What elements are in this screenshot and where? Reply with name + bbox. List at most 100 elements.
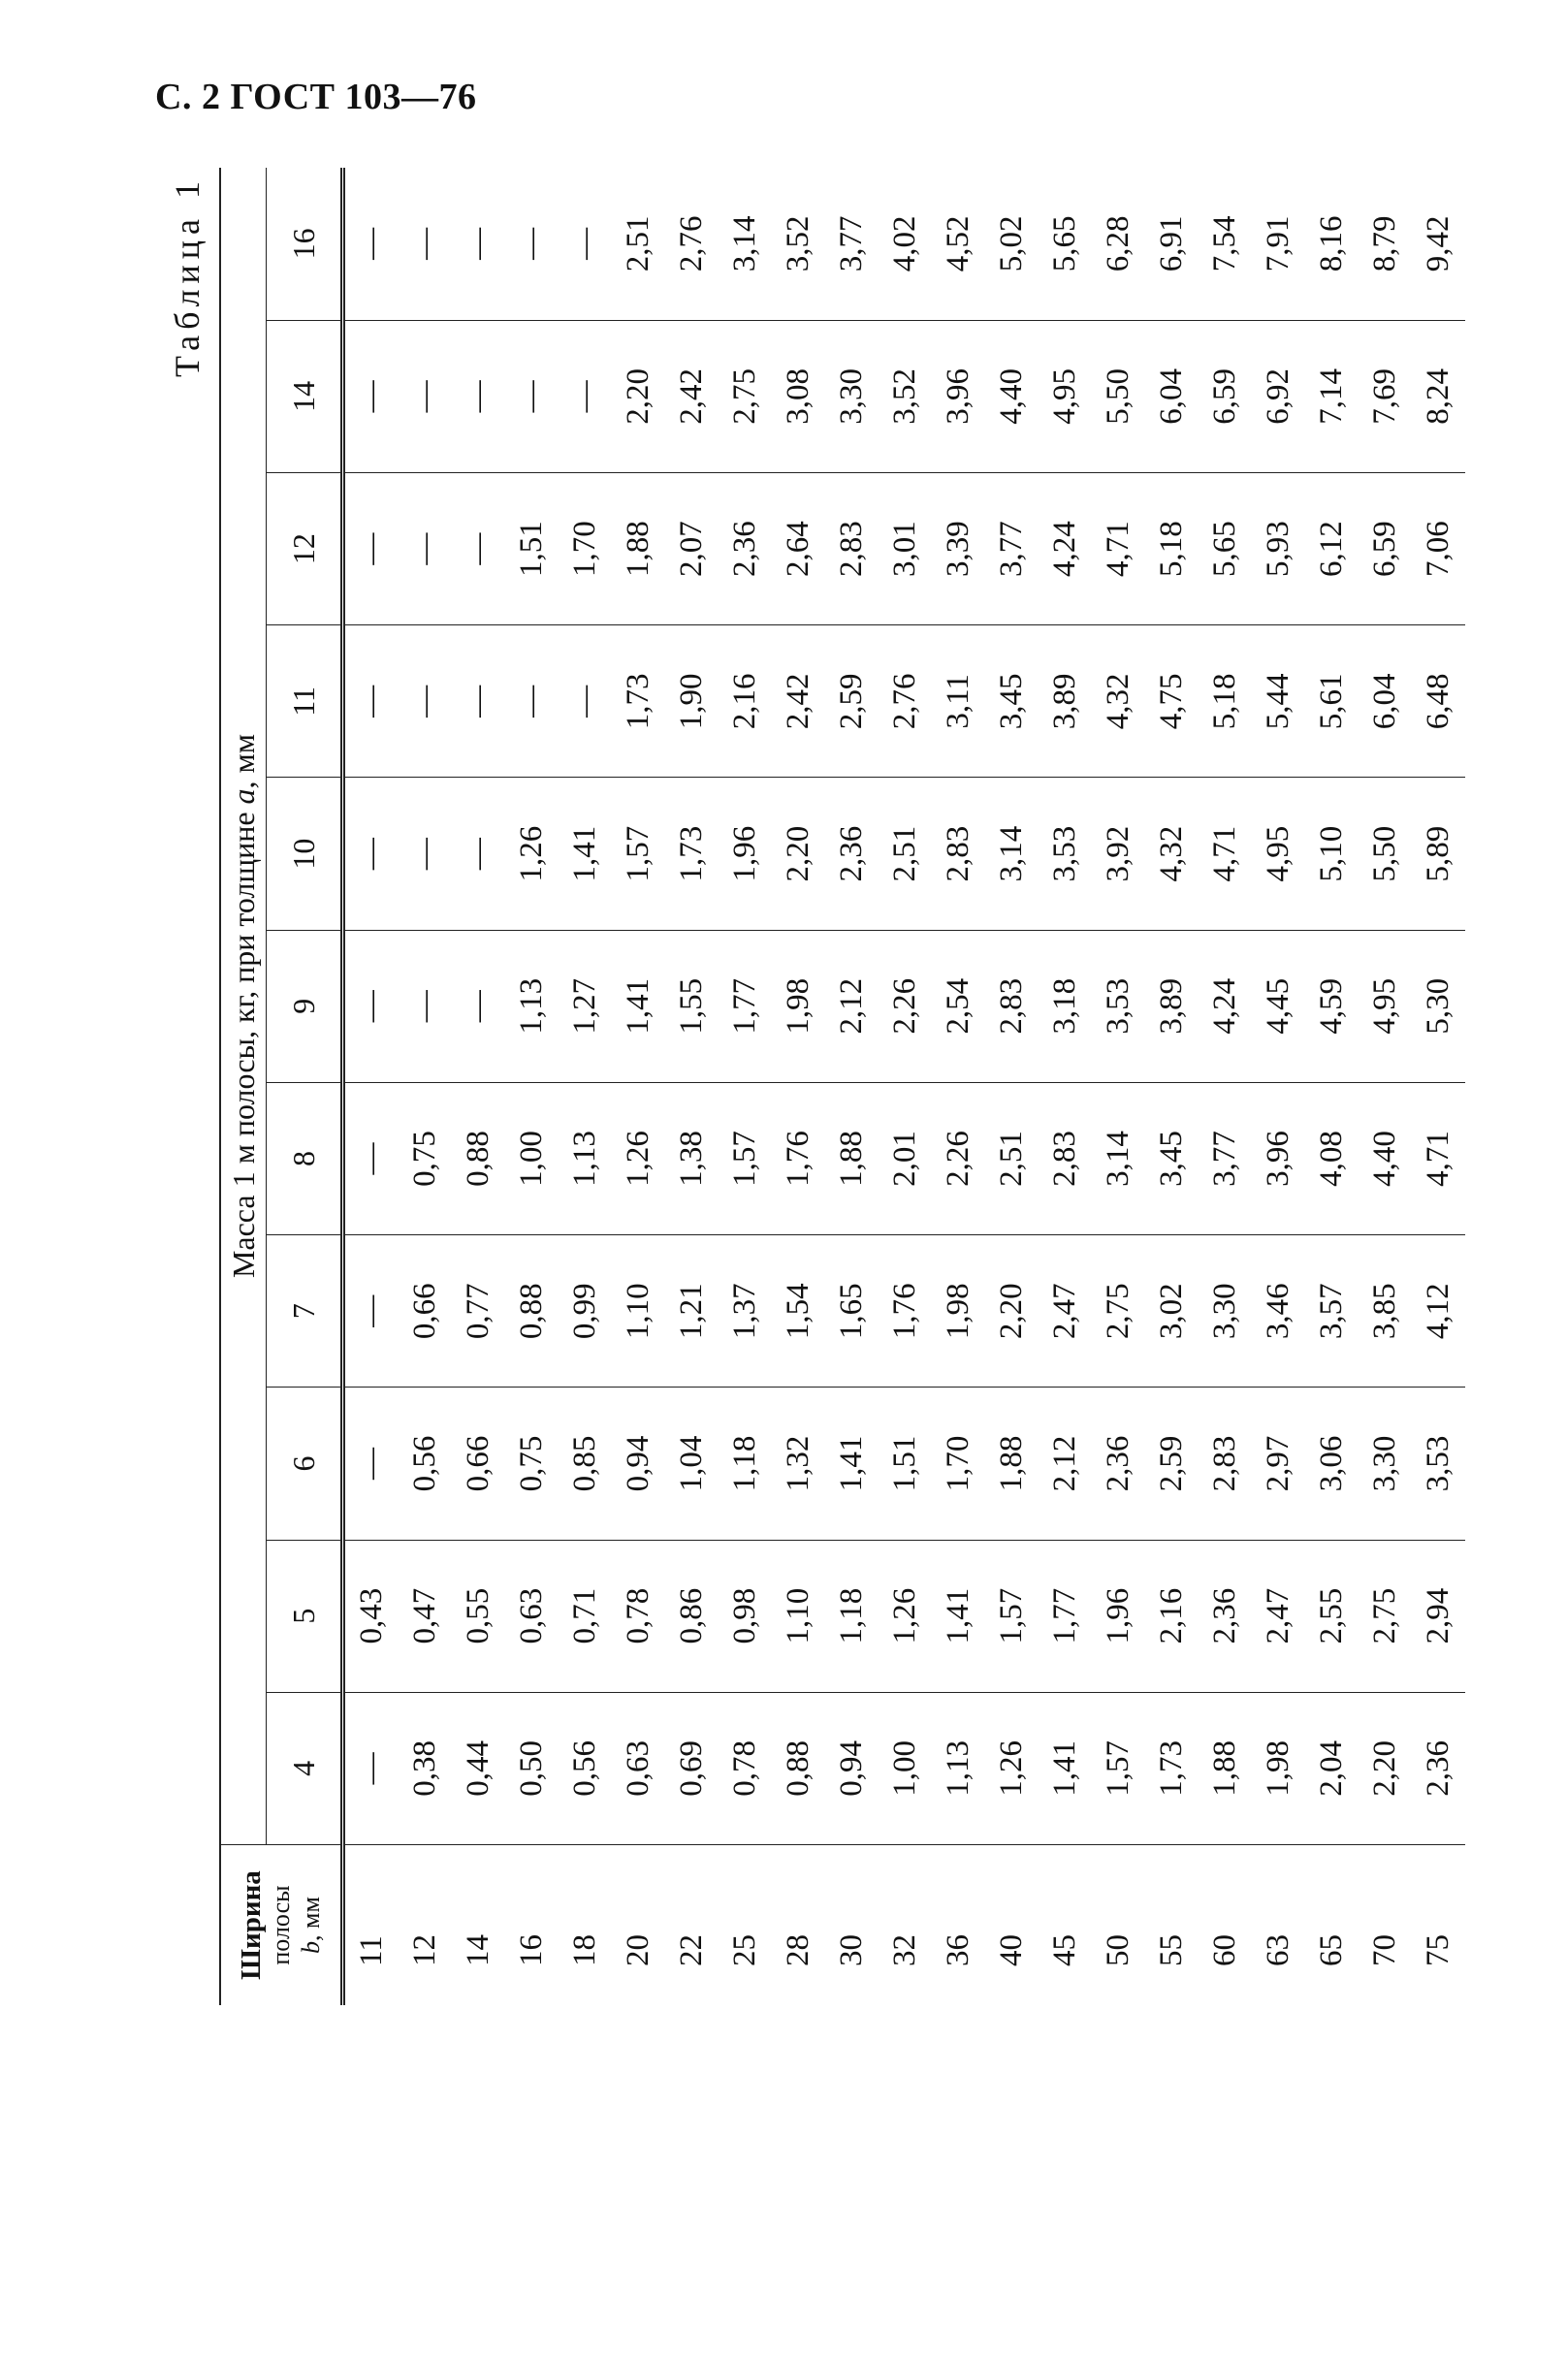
mass-cell: 2,36 (719, 472, 772, 625)
mass-cell: 1,73 (665, 777, 719, 931)
mass-cell: 2,20 (985, 1234, 1039, 1388)
mass-table: Ширина полосы b, мм Масса 1 м полосы, кг… (219, 168, 1465, 2005)
thickness-header-6: 6 (266, 1387, 343, 1541)
mass-cell: 0,66 (452, 1387, 505, 1541)
width-value: 40 (994, 1934, 1029, 1966)
mass-cell: 4,40 (1359, 1082, 1412, 1235)
mass-cell: 3,53 (1092, 930, 1145, 1083)
mass-cell: 0,50 (505, 1692, 559, 1845)
mass-cell: 0,88 (772, 1692, 825, 1845)
width-value: 45 (1047, 1934, 1082, 1966)
mass-cell: — (452, 930, 505, 1083)
mass-cell: 1,13 (559, 1082, 612, 1235)
mass-cell: 1,57 (1092, 1692, 1145, 1845)
mass-cell: 2,20 (1359, 1692, 1412, 1845)
mass-cell: 1,26 (879, 1540, 932, 1693)
mass-cell: 5,44 (1252, 624, 1305, 778)
thickness-header-4: 4 (266, 1692, 343, 1845)
page-header: С. 2 ГОСТ 103—76 (155, 77, 477, 117)
mass-cell: 4,75 (1145, 624, 1199, 778)
mass-cell: 5,50 (1359, 777, 1412, 931)
mass-cell: 2,83 (1199, 1387, 1252, 1541)
mass-cell: 0,75 (505, 1387, 559, 1541)
mass-cell: 7,06 (1412, 472, 1465, 625)
mass-cell: 2,51 (985, 1082, 1039, 1235)
width-value: 12 (407, 1934, 442, 1966)
mass-cell: 1,73 (612, 624, 665, 778)
mass-cell: 6,59 (1199, 320, 1252, 473)
mass-cell: 0,94 (825, 1692, 879, 1845)
mass-cell: 3,96 (932, 320, 985, 473)
mass-cell: — (342, 1234, 399, 1388)
mass-cell: 1,98 (772, 930, 825, 1083)
mass-cell: 6,04 (1359, 624, 1412, 778)
mass-cell: 3,39 (932, 472, 985, 625)
mass-cell: 3,77 (985, 472, 1039, 625)
mass-cell: 1,88 (825, 1082, 879, 1235)
mass-cell: — (399, 930, 452, 1083)
mass-cell: 2,12 (825, 930, 879, 1083)
mass-cell: 2,59 (1145, 1387, 1199, 1541)
table-row: 20 0,63 0,78 0,94 1,10 1,26 1,41 1,57 1,73 1,88 2,… (612, 168, 665, 2005)
mass-cell: 3,14 (1092, 1082, 1145, 1235)
mass-cell: 3,45 (985, 624, 1039, 778)
mass-cell: 4,24 (1039, 472, 1092, 625)
mass-cell: 3,96 (1252, 1082, 1305, 1235)
mass-cell: 0,86 (665, 1540, 719, 1693)
mass-cell: 1,96 (719, 777, 772, 931)
mass-cell: 2,83 (932, 777, 985, 931)
mass-cell: — (452, 624, 505, 778)
width-value: 60 (1207, 1934, 1242, 1966)
mass-cell: 1,41 (825, 1387, 879, 1541)
mass-cell: 2,76 (665, 168, 719, 321)
table-row: 25 0,78 0,98 1,18 1,37 1,57 1,77 1,96 2,16 2,36 2,… (719, 168, 772, 2005)
mass-cell: 4,95 (1252, 777, 1305, 931)
mass-cell: 4,71 (1412, 1082, 1465, 1235)
mass-cell: 2,75 (1359, 1540, 1412, 1693)
mass-cell: 3,92 (1092, 777, 1145, 931)
mass-cell: 2,20 (772, 777, 825, 931)
mass-cell: 2,36 (825, 777, 879, 931)
mass-cell: 2,04 (1305, 1692, 1359, 1845)
mass-cell: 4,12 (1412, 1234, 1465, 1388)
mass-cell: 2,64 (772, 472, 825, 625)
mass-cell: 1,41 (612, 930, 665, 1083)
mass-cell: — (559, 320, 612, 473)
mass-cell: — (452, 777, 505, 931)
mass-cell: 0,66 (399, 1234, 452, 1388)
mass-cell: 3,11 (932, 624, 985, 778)
mass-cell: 7,69 (1359, 320, 1412, 473)
mass-cell: 2,16 (1145, 1540, 1199, 1693)
mass-cell: 4,24 (1199, 930, 1252, 1083)
mass-cell: 1,70 (559, 472, 612, 625)
mass-cell: — (342, 1692, 399, 1845)
mass-cell: 2,83 (985, 930, 1039, 1083)
mass-cell: 3,52 (772, 168, 825, 321)
mass-cell: — (342, 168, 399, 321)
mass-cell: 2,59 (825, 624, 879, 778)
mass-cell: 1,41 (559, 777, 612, 931)
mass-cell: 0,47 (399, 1540, 452, 1693)
mass-cell: 6,28 (1092, 168, 1145, 321)
width-value: 25 (727, 1934, 762, 1966)
table-row: 50 1,57 1,96 2,36 2,75 3,14 3,53 3,92 4,32 4,71 5,… (1092, 168, 1145, 2005)
mass-cell: 1,96 (1092, 1540, 1145, 1693)
mass-cell: 6,59 (1359, 472, 1412, 625)
mass-cell: 5,18 (1145, 472, 1199, 625)
mass-cell: 0,56 (399, 1387, 452, 1541)
mass-cell: — (452, 472, 505, 625)
mass-cell: 3,77 (1199, 1082, 1252, 1235)
mass-cell: — (505, 320, 559, 473)
thickness-header-14: 14 (266, 320, 343, 473)
width-value: 32 (887, 1934, 922, 1966)
mass-cell: — (342, 1387, 399, 1541)
table-row: 63 1,98 2,47 2,97 3,46 3,96 4,45 4,95 5,44 5,93 6,… (1252, 168, 1305, 2005)
mass-cell: 2,83 (1039, 1082, 1092, 1235)
table-body: 11—0,43— — — — — — — — —12 0,38 0,47 0,56 0,66 0,75— —… (342, 168, 1465, 2005)
mass-cell: 7,14 (1305, 320, 1359, 473)
mass-cell: 2,75 (1092, 1234, 1145, 1388)
table-row: 28 0,88 1,10 1,32 1,54 1,76 1,98 2,20 2,42 2,64 3,… (772, 168, 825, 2005)
mass-cell: 2,42 (772, 624, 825, 778)
mass-cell: 3,57 (1305, 1234, 1359, 1388)
width-value: 30 (834, 1934, 869, 1966)
